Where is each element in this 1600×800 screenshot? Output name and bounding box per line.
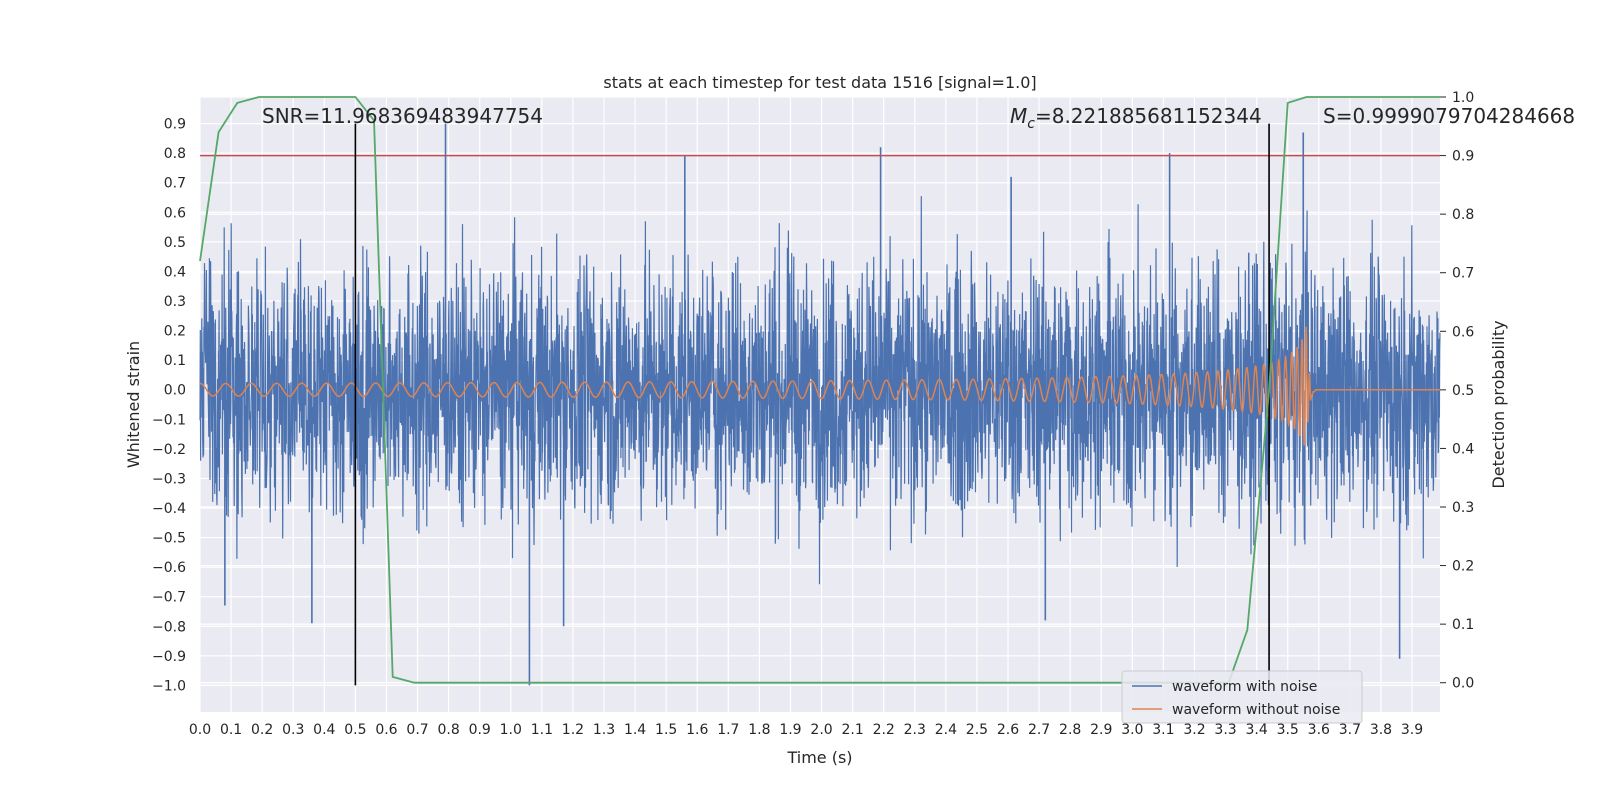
x-tick-label: 1.4 bbox=[624, 722, 646, 738]
x-tick-label: 3.5 bbox=[1277, 722, 1299, 738]
y-tick-label-left: −0.4 bbox=[152, 501, 186, 517]
y-tick-label-right: 0.4 bbox=[1452, 441, 1474, 457]
x-tick-label: 2.5 bbox=[966, 722, 988, 738]
y-tick-label-left: 0.9 bbox=[164, 117, 186, 133]
x-tick-label: 3.9 bbox=[1401, 722, 1423, 738]
chart-title: stats at each timestep for test data 151… bbox=[603, 73, 1036, 92]
y-tick-label-right: 0.6 bbox=[1452, 324, 1474, 340]
x-tick-label: 0.1 bbox=[220, 722, 242, 738]
chirp-mass-subscript: c bbox=[1027, 116, 1035, 132]
y-tick-label-left: 0.8 bbox=[164, 146, 186, 162]
x-tick-label: 3.6 bbox=[1308, 722, 1330, 738]
y-axis-label-right: Detection probability bbox=[1489, 320, 1508, 488]
y-tick-label-left: −1.0 bbox=[152, 678, 186, 694]
x-tick-label: 3.1 bbox=[1152, 722, 1174, 738]
y-tick-label-left: 0.0 bbox=[164, 383, 186, 399]
x-tick-label: 1.2 bbox=[562, 722, 584, 738]
x-tick-label: 1.5 bbox=[655, 722, 677, 738]
y-tick-label-left: −0.6 bbox=[152, 560, 186, 576]
x-tick-label: 1.8 bbox=[748, 722, 770, 738]
x-tick-label: 0.9 bbox=[469, 722, 491, 738]
legend-label-without-noise: waveform without noise bbox=[1172, 702, 1340, 718]
y-tick-label-right: 0.1 bbox=[1452, 617, 1474, 633]
x-tick-label: 3.0 bbox=[1121, 722, 1143, 738]
x-tick-label: 0.7 bbox=[406, 722, 428, 738]
x-tick-label: 3.3 bbox=[1214, 722, 1236, 738]
snr-annotation: SNR=11.968369483947754 bbox=[262, 104, 543, 128]
x-tick-label: 0.3 bbox=[282, 722, 304, 738]
x-tick-label: 0.4 bbox=[313, 722, 335, 738]
x-tick-label: 0.5 bbox=[344, 722, 366, 738]
series-waveform-with-noise bbox=[199, 196, 1441, 585]
y-tick-label-left: −0.2 bbox=[152, 442, 186, 458]
x-tick-label: 0.2 bbox=[251, 722, 273, 738]
x-tick-label: 2.2 bbox=[873, 722, 895, 738]
chirp-mass-value: =8.221885681152344 bbox=[1035, 104, 1262, 128]
y-tick-label-left: 0.5 bbox=[164, 235, 186, 251]
x-tick-label: 1.3 bbox=[593, 722, 615, 738]
y-tick-label-right: 0.2 bbox=[1452, 559, 1474, 575]
x-tick-label: 0.0 bbox=[189, 722, 211, 738]
series-layer bbox=[199, 96, 1441, 686]
x-tick-label: 3.8 bbox=[1370, 722, 1392, 738]
ticks: 0.0 0.1 0.2 0.3 0.4 0.5 0.6 0.7 0.8 0.9 1.0 1.1 1.2 1… bbox=[152, 90, 1474, 738]
y-tick-label-left: 0.3 bbox=[164, 294, 186, 310]
x-tick-label: 1.1 bbox=[531, 722, 553, 738]
y-tick-label-left: −0.9 bbox=[152, 649, 186, 665]
x-tick-label: 1.7 bbox=[717, 722, 739, 738]
x-tick-label: 1.6 bbox=[686, 722, 708, 738]
x-tick-label: 3.4 bbox=[1246, 722, 1268, 738]
x-tick-label: 2.6 bbox=[997, 722, 1019, 738]
y-tick-label-left: 0.6 bbox=[164, 205, 186, 221]
y-tick-label-right: 1.0 bbox=[1452, 90, 1474, 106]
x-tick-label: 2.7 bbox=[1028, 722, 1050, 738]
y-tick-label-right: 0.5 bbox=[1452, 383, 1474, 399]
x-tick-label: 2.9 bbox=[1090, 722, 1112, 738]
y-tick-label-right: 0.7 bbox=[1452, 266, 1474, 282]
y-tick-label-left: −0.5 bbox=[152, 531, 186, 547]
y-tick-label-left: −0.3 bbox=[152, 471, 186, 487]
x-tick-label: 3.7 bbox=[1339, 722, 1361, 738]
x-tick-label: 1.9 bbox=[779, 722, 801, 738]
legend: waveform with noise waveform without noi… bbox=[1121, 670, 1363, 724]
y-tick-label-right: 0.8 bbox=[1452, 207, 1474, 223]
score-annotation: S=0.9999079704284668 bbox=[1323, 104, 1575, 128]
legend-box bbox=[1121, 670, 1363, 724]
y-tick-label-left: −0.1 bbox=[152, 412, 186, 428]
x-tick-label: 2.3 bbox=[904, 722, 926, 738]
x-tick-label: 2.8 bbox=[1059, 722, 1081, 738]
y-axis-label-left: Whitened strain bbox=[124, 341, 143, 468]
x-tick-label: 2.0 bbox=[810, 722, 832, 738]
chirp-mass-symbol: M bbox=[1010, 104, 1027, 128]
chirp-mass-annotation: Mc=8.221885681152344 bbox=[1010, 104, 1262, 132]
series-detection-probability bbox=[199, 96, 1440, 684]
y-tick-label-left: −0.8 bbox=[152, 619, 186, 635]
y-tick-label-left: 0.1 bbox=[164, 353, 186, 369]
x-tick-label: 3.2 bbox=[1183, 722, 1205, 738]
x-tick-label: 1.0 bbox=[500, 722, 522, 738]
x-tick-label: 0.6 bbox=[375, 722, 397, 738]
y-tick-label-right: 0.9 bbox=[1452, 149, 1474, 165]
legend-label-with-noise: waveform with noise bbox=[1172, 679, 1317, 695]
y-tick-label-right: 0.3 bbox=[1452, 500, 1474, 516]
y-tick-label-right: 0.0 bbox=[1452, 676, 1474, 692]
series-waveform-without-noise bbox=[200, 326, 1440, 446]
y-tick-label-left: 0.7 bbox=[164, 176, 186, 192]
y-tick-label-left: 0.2 bbox=[164, 324, 186, 340]
x-tick-label: 2.4 bbox=[935, 722, 957, 738]
y-tick-label-left: −0.7 bbox=[152, 590, 186, 606]
x-axis-label: Time (s) bbox=[786, 748, 852, 767]
y-tick-label-left: 0.4 bbox=[164, 264, 186, 280]
x-tick-label: 0.8 bbox=[437, 722, 459, 738]
x-tick-label: 2.1 bbox=[841, 722, 863, 738]
grid bbox=[199, 96, 1440, 712]
